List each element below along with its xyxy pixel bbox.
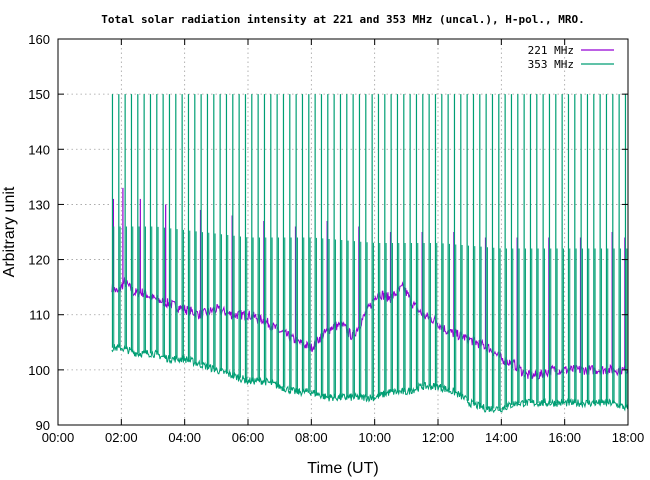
- series-layer: [111, 94, 629, 414]
- y-tick-label: 150: [28, 87, 50, 102]
- x-tick-label: 02:00: [105, 430, 138, 445]
- y-tick-label: 110: [29, 308, 50, 323]
- legend-label-221: 221 MHz: [528, 44, 574, 57]
- x-tick-label: 08:00: [295, 430, 328, 445]
- x-tick-label: 12:00: [422, 430, 455, 445]
- x-tick-label: 16:00: [548, 430, 581, 445]
- x-tick-label: 14:00: [485, 430, 518, 445]
- y-axis: 90 100 110 120 130 140 150 160: [28, 32, 628, 433]
- y-tick-label: 130: [28, 197, 50, 212]
- x-axis-label: Time (UT): [307, 460, 378, 477]
- x-tick-label: 04:00: [168, 430, 201, 445]
- y-tick-label: 160: [28, 32, 50, 47]
- chart-title: Total solar radiation intensity at 221 a…: [101, 13, 584, 26]
- plot-frame: [57, 38, 629, 426]
- y-axis-label: Arbitrary unit: [1, 186, 18, 277]
- y-tick-label: 120: [28, 253, 50, 268]
- x-tick-label: 06:00: [232, 430, 265, 445]
- grid: [58, 39, 628, 425]
- y-tick-label: 100: [28, 363, 50, 378]
- series-353-line: [111, 342, 629, 414]
- x-tick-label: 18:00: [612, 430, 645, 445]
- x-axis: 00:00 02:00 04:00 06:00 08:00 10:00 12:00 14:00…: [42, 39, 645, 445]
- y-tick-label: 140: [28, 142, 50, 157]
- y-tick-label: 90: [36, 418, 50, 433]
- legend: 221 MHz 353 MHz: [528, 44, 614, 71]
- series-221-line: [111, 277, 629, 381]
- x-tick-label: 00:00: [42, 430, 75, 445]
- legend-label-353: 353 MHz: [528, 58, 574, 71]
- x-tick-label: 10:00: [358, 430, 391, 445]
